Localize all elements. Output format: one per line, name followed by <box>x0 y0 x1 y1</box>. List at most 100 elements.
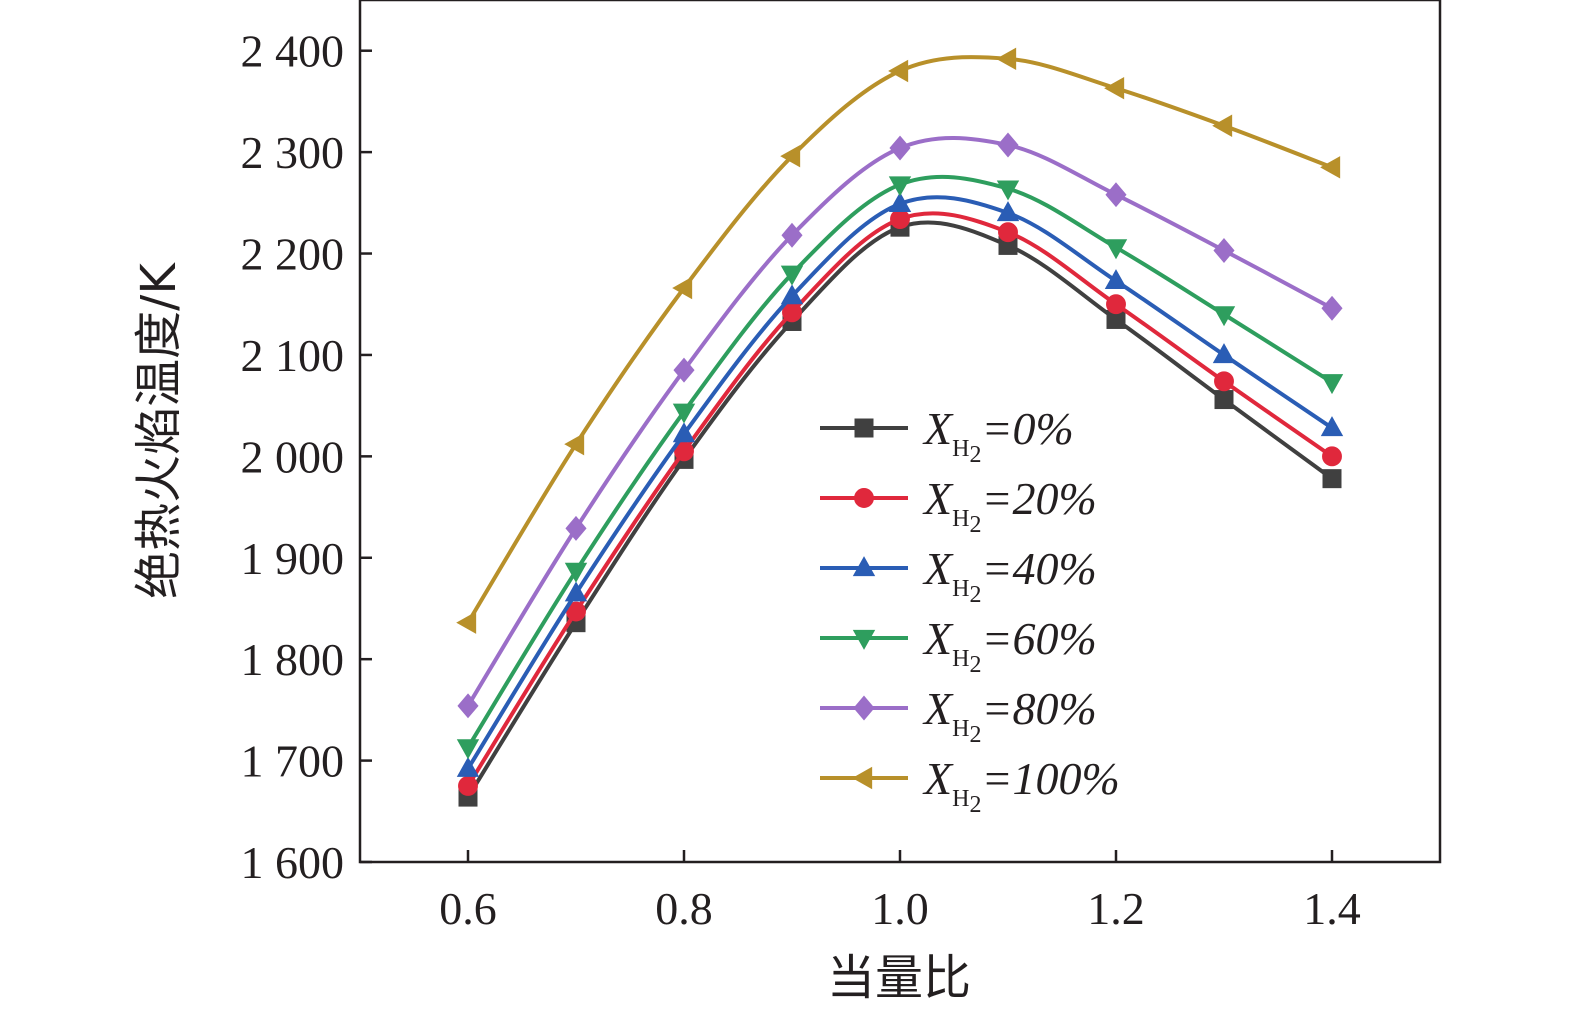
legend-marker <box>852 766 873 790</box>
data-point <box>1212 343 1236 364</box>
legend-marker <box>852 629 876 650</box>
legend-subscript-2: 2 <box>969 722 981 748</box>
series-5 <box>456 47 1341 634</box>
legend-marker <box>853 695 875 721</box>
data-point <box>780 284 804 305</box>
data-point <box>456 756 480 777</box>
data-point <box>1212 114 1233 137</box>
data-point <box>458 775 478 796</box>
x-tick-label: 1.4 <box>1303 883 1361 934</box>
x-tick-label: 0.8 <box>655 883 713 934</box>
legend-label: XH2=40% <box>922 543 1097 608</box>
y-axis: 1 600 1 700 1 800 1 900 2 000 2 100 2 200 2 300… <box>241 26 372 888</box>
legend-marker <box>852 556 876 577</box>
series-line <box>466 211 1334 787</box>
legend-label: XH2=0% <box>922 403 1074 468</box>
legend-entry: XH2=40% <box>820 543 1097 608</box>
y-tick-label: 2 400 <box>241 26 345 77</box>
data-point <box>1320 374 1344 395</box>
legend-marker <box>854 418 874 438</box>
data-point <box>673 357 695 383</box>
legend-series-name: =80% <box>981 683 1096 734</box>
data-point <box>564 562 588 583</box>
data-point <box>1106 294 1126 315</box>
x-tick-label: 1.0 <box>871 883 929 934</box>
data-point <box>889 135 911 161</box>
legend-label: XH2=80% <box>922 683 1097 748</box>
data-point <box>456 611 477 634</box>
data-point <box>457 693 479 719</box>
y-tick-label: 2 200 <box>241 229 345 280</box>
data-point <box>1104 77 1125 100</box>
data-point <box>1212 306 1236 327</box>
legend-subscript: H <box>952 576 969 602</box>
data-point <box>780 144 801 168</box>
legend-prefix: X <box>922 543 954 594</box>
legend-series-name: =0% <box>981 403 1073 454</box>
series-line <box>466 174 1334 749</box>
data-point <box>1320 156 1341 179</box>
data-point <box>672 403 696 424</box>
y-tick-label: 1 800 <box>241 634 345 685</box>
data-point <box>564 432 585 456</box>
data-point <box>888 59 909 83</box>
data-point <box>1214 371 1234 392</box>
data-point <box>997 132 1019 158</box>
legend: XH2=0%XH2=20%XH2=40%XH2=60%XH2=80%XH2=10… <box>820 403 1120 818</box>
legend-entry: XH2=0% <box>820 403 1074 468</box>
x-tick-label: 0.6 <box>439 883 497 934</box>
x-axis-title: 当量比 <box>827 950 971 1006</box>
y-axis-title: 绝热火焰温度/K <box>131 262 187 599</box>
legend-subscript-2: 2 <box>969 792 981 818</box>
data-point <box>1322 446 1342 467</box>
data-point <box>996 47 1017 71</box>
data-point <box>888 192 912 212</box>
legend-subscript-2: 2 <box>969 582 981 608</box>
data-point <box>1104 239 1128 260</box>
data-point <box>565 515 587 541</box>
legend-prefix: X <box>922 613 954 664</box>
series-line <box>466 55 1333 624</box>
data-point <box>1320 416 1344 437</box>
series-line <box>466 195 1334 770</box>
legend-subscript: H <box>952 646 969 672</box>
legend-label: XH2=100% <box>922 753 1120 818</box>
data-point <box>781 222 803 248</box>
y-tick-label: 1 900 <box>241 533 345 584</box>
legend-label: XH2=60% <box>922 613 1097 678</box>
legend-subscript: H <box>952 786 969 812</box>
legend-prefix: X <box>922 403 954 454</box>
series-1 <box>458 209 1342 796</box>
legend-entry: XH2=80% <box>820 683 1097 748</box>
legend-series-name: =60% <box>981 613 1096 664</box>
series-layer <box>456 47 1344 807</box>
legend-prefix: X <box>922 473 954 524</box>
data-point <box>1214 390 1234 410</box>
y-tick-label: 1 600 <box>241 837 345 888</box>
series-line <box>466 220 1334 799</box>
legend-subscript: H <box>952 716 969 742</box>
data-point <box>890 209 910 229</box>
data-point <box>456 739 480 760</box>
legend-entry: XH2=60% <box>820 613 1097 678</box>
data-point <box>996 201 1020 222</box>
y-tick-label: 1 700 <box>241 736 345 787</box>
data-point <box>1104 269 1128 290</box>
data-point <box>1213 238 1235 263</box>
legend-entry: XH2=20% <box>820 473 1097 538</box>
legend-label: XH2=20% <box>922 473 1097 538</box>
y-tick-label: 2 000 <box>241 431 345 482</box>
legend-prefix: X <box>922 683 954 734</box>
legend-subscript: H <box>952 436 969 462</box>
y-tick-label: 2 100 <box>241 330 345 381</box>
data-point <box>1321 295 1343 321</box>
legend-entry: XH2=100% <box>820 753 1120 818</box>
data-point <box>564 581 588 602</box>
y-tick-label: 2 300 <box>241 127 345 178</box>
legend-prefix: X <box>922 753 954 804</box>
legend-subscript-2: 2 <box>969 512 981 538</box>
series-4 <box>457 132 1343 719</box>
legend-series-name: =100% <box>981 753 1119 804</box>
series-3 <box>456 174 1344 760</box>
